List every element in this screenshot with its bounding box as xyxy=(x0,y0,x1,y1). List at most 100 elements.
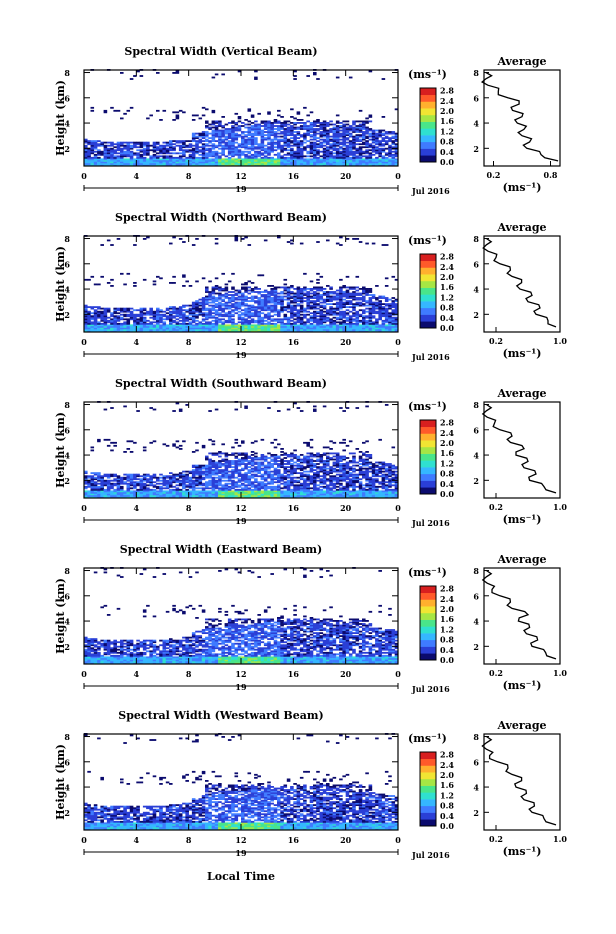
heatmap-cell xyxy=(212,460,216,462)
heatmap-cell xyxy=(257,152,261,154)
heatmap-cell xyxy=(172,486,176,488)
heatmap-cell xyxy=(189,143,193,145)
heatmap-cell xyxy=(320,131,324,133)
heatmap-cell xyxy=(238,121,242,123)
heatmap-cell xyxy=(195,484,199,486)
heatmap-cell xyxy=(241,453,245,455)
heatmap-cell xyxy=(346,300,350,302)
heatmap-cell xyxy=(149,489,153,491)
heatmap-cell xyxy=(192,302,196,304)
heatmap-cell xyxy=(244,119,248,121)
heatmap-cell xyxy=(290,152,294,154)
heatmap-cell xyxy=(310,124,314,126)
heatmap-cell xyxy=(297,152,301,154)
heatmap-cell xyxy=(346,317,350,319)
heatmap-cell xyxy=(218,312,222,314)
heatmap-cell xyxy=(238,445,242,447)
heatmap-cell xyxy=(359,293,363,295)
heatmap-cell xyxy=(251,324,255,326)
heatmap-cell xyxy=(270,305,274,307)
colorbar-tick-label: 2.4 xyxy=(440,262,454,272)
heatmap-cell xyxy=(365,136,369,138)
heatmap-cell xyxy=(136,162,140,164)
heatmap-cell xyxy=(362,133,366,135)
heatmap-cell xyxy=(251,143,255,145)
heatmap-cell xyxy=(166,324,170,326)
heatmap-cell xyxy=(274,299,278,301)
heatmap-cell xyxy=(208,140,212,142)
heatmap-cell xyxy=(208,302,212,304)
heatmap-cell xyxy=(228,311,232,313)
heatmap-cell xyxy=(172,72,176,74)
heatmap-cell xyxy=(182,484,186,486)
heatmap-cell xyxy=(372,315,376,317)
heatmap-cell xyxy=(169,306,173,308)
heatmap-cell xyxy=(113,309,117,311)
heatmap-cell xyxy=(143,475,147,477)
heatmap-cell xyxy=(87,318,91,320)
heatmap-cell xyxy=(215,145,219,147)
heatmap-cell xyxy=(235,290,239,292)
heatmap-cell xyxy=(297,318,301,320)
heatmap-cell xyxy=(287,302,291,304)
heatmap-cell xyxy=(316,149,320,151)
heatmap-cell xyxy=(369,318,373,320)
heatmap-cell xyxy=(248,297,252,299)
heatmap-cell xyxy=(225,312,229,314)
heatmap-cell xyxy=(297,137,301,139)
heatmap-cell xyxy=(382,133,386,135)
heatmap-cell xyxy=(104,409,108,411)
heatmap-cell xyxy=(113,483,117,485)
heatmap-cell xyxy=(385,303,389,305)
heatmap-cell xyxy=(169,328,173,330)
heatmap-cell xyxy=(113,442,117,444)
heatmap-cell xyxy=(215,297,219,299)
heatmap-cell xyxy=(290,133,294,135)
heatmap-cell xyxy=(166,312,170,314)
heatmap-cell xyxy=(140,149,144,151)
heatmap-cell xyxy=(218,487,222,489)
heatmap-cell xyxy=(87,140,91,142)
heatmap-cell xyxy=(329,296,333,298)
heatmap-cell xyxy=(218,162,222,164)
heatmap-cell xyxy=(388,328,392,330)
heatmap-cell xyxy=(218,293,222,295)
heatmap-cell xyxy=(172,443,176,445)
heatmap-cell xyxy=(333,308,337,310)
heatmap-cell xyxy=(293,151,297,153)
heatmap-cell xyxy=(117,475,121,477)
heatmap-cell xyxy=(342,285,346,287)
x-tick-label: 0 xyxy=(81,337,87,347)
heatmap-cell xyxy=(153,328,157,330)
heatmap-cell xyxy=(369,128,373,130)
heatmap-cell xyxy=(378,318,382,320)
heatmap-cell xyxy=(290,140,294,142)
heatmap-cell xyxy=(323,311,327,313)
heatmap-cell xyxy=(127,308,131,310)
heatmap-cell xyxy=(349,300,353,302)
heatmap-cell xyxy=(202,143,206,145)
heatmap-cell xyxy=(306,288,310,290)
heatmap-cell xyxy=(91,315,95,317)
heatmap-cell xyxy=(235,113,239,115)
heatmap-cell xyxy=(254,121,258,123)
heatmap-cell xyxy=(199,157,203,159)
heatmap-cell xyxy=(333,303,337,305)
heatmap-cell xyxy=(182,318,186,320)
heatmap-cell xyxy=(94,143,98,145)
heatmap-cell xyxy=(369,299,373,301)
heatmap-cell xyxy=(362,309,366,311)
heatmap-cell xyxy=(228,162,232,164)
heatmap-cell xyxy=(362,162,366,164)
colorbar xyxy=(420,88,436,162)
heatmap-cell xyxy=(123,451,127,453)
heatmap-cell xyxy=(110,244,114,246)
heatmap-cell xyxy=(382,328,386,330)
heatmap-cell xyxy=(270,285,274,287)
heatmap-cell xyxy=(251,122,255,124)
heatmap-cell xyxy=(270,318,274,320)
heatmap-cell xyxy=(303,287,307,289)
heatmap-cell xyxy=(113,308,117,310)
heatmap-cell xyxy=(127,273,131,275)
heatmap-cell xyxy=(107,324,111,326)
